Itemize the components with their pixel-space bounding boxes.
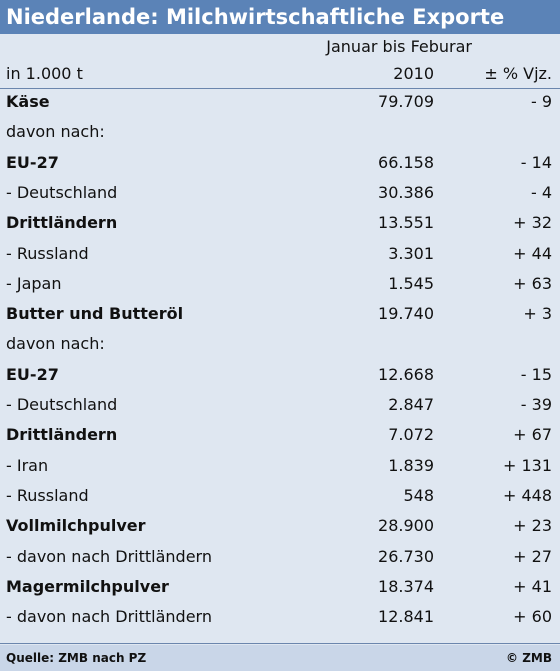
change-header: ± % Vjz. bbox=[484, 64, 552, 83]
source-note: Quelle: ZMB nach PZ bbox=[6, 651, 147, 665]
row-value-2010: 1.545 bbox=[388, 273, 434, 293]
row-change-percent: - 4 bbox=[530, 182, 552, 202]
table-header: Januar bis Feburar in 1.000 t 2010 ± % V… bbox=[0, 34, 560, 90]
row-value-2010: 1.839 bbox=[388, 455, 434, 475]
table-row: - Russland 3.301 + 44 bbox=[0, 241, 560, 267]
row-label: - davon nach Drittländern bbox=[6, 546, 212, 566]
row-label: davon nach: bbox=[6, 334, 105, 354]
row-label: EU-27 bbox=[6, 364, 59, 384]
table-row: davon nach: bbox=[0, 119, 560, 145]
row-label: - davon nach Drittländern bbox=[6, 607, 212, 627]
row-change-percent: - 15 bbox=[520, 364, 552, 384]
unit-header: in 1.000 t bbox=[6, 64, 83, 83]
row-label: - Japan bbox=[6, 273, 62, 293]
table-row: Vollmilchpulver 28.900 + 23 bbox=[0, 513, 560, 539]
row-label: EU-27 bbox=[6, 152, 59, 172]
row-value-2010: 548 bbox=[403, 485, 434, 505]
row-change-percent: + 44 bbox=[513, 243, 552, 263]
row-label: Drittländern bbox=[6, 213, 118, 233]
copyright-note: © ZMB bbox=[506, 651, 552, 665]
row-change-percent: + 448 bbox=[502, 485, 552, 505]
row-label: Drittländern bbox=[6, 425, 118, 445]
table-row: - Iran 1.839 + 131 bbox=[0, 453, 560, 479]
row-change-percent: + 67 bbox=[513, 425, 552, 445]
period-header: Januar bis Feburar bbox=[326, 37, 472, 56]
row-value-2010: 66.158 bbox=[378, 152, 434, 172]
table-row: Käse 79.709 - 9 bbox=[0, 89, 560, 115]
table-row: EU-27 12.668 - 15 bbox=[0, 362, 560, 388]
row-label: Vollmilchpulver bbox=[6, 516, 146, 536]
row-change-percent: - 39 bbox=[520, 395, 552, 414]
table-row: Drittländern 13.551 + 32 bbox=[0, 210, 560, 236]
row-label: Käse bbox=[6, 92, 50, 111]
row-value-2010: 30.386 bbox=[378, 182, 434, 202]
footer-divider bbox=[0, 643, 560, 644]
table-row: EU-27 66.158 - 14 bbox=[0, 150, 560, 176]
year-header: 2010 bbox=[393, 64, 434, 83]
table-row: - Deutschland 2.847 - 39 bbox=[0, 392, 560, 418]
row-value-2010: 13.551 bbox=[378, 213, 434, 233]
row-label: - Russland bbox=[6, 485, 89, 505]
row-value-2010: 12.668 bbox=[378, 364, 434, 384]
row-change-percent: + 32 bbox=[513, 213, 552, 233]
row-change-percent: + 63 bbox=[513, 273, 552, 293]
row-value-2010: 28.900 bbox=[378, 516, 434, 536]
row-change-percent: - 14 bbox=[520, 152, 552, 172]
row-change-percent: + 41 bbox=[513, 576, 552, 596]
row-label: - Iran bbox=[6, 455, 49, 475]
table-row: - davon nach Drittländern 12.841 + 60 bbox=[0, 604, 560, 630]
row-value-2010: 19.740 bbox=[378, 304, 434, 324]
row-change-percent: + 60 bbox=[513, 607, 552, 627]
row-value-2010: 18.374 bbox=[378, 576, 434, 596]
row-change-percent: + 23 bbox=[513, 516, 552, 536]
table-row: - Japan 1.545 + 63 bbox=[0, 271, 560, 297]
row-value-2010: 12.841 bbox=[378, 607, 434, 627]
table-row: davon nach: bbox=[0, 331, 560, 357]
row-value-2010: 26.730 bbox=[378, 546, 434, 566]
table-row: - Deutschland 30.386 - 4 bbox=[0, 180, 560, 206]
row-label: davon nach: bbox=[6, 122, 105, 142]
row-value-2010: 7.072 bbox=[388, 425, 434, 445]
table-row: Drittländern 7.072 + 67 bbox=[0, 422, 560, 448]
page-title: Niederlande: Milchwirtschaftliche Export… bbox=[0, 0, 560, 34]
row-value-2010: 79.709 bbox=[378, 92, 434, 111]
row-change-percent: + 3 bbox=[523, 304, 552, 324]
row-value-2010: 3.301 bbox=[388, 243, 434, 263]
table-row: - Russland 548 + 448 bbox=[0, 483, 560, 509]
row-label: - Deutschland bbox=[6, 395, 118, 414]
header-divider bbox=[0, 88, 560, 89]
row-change-percent: + 27 bbox=[513, 546, 552, 566]
row-label: Magermilchpulver bbox=[6, 576, 169, 596]
row-change-percent: + 131 bbox=[502, 455, 552, 475]
row-label: - Russland bbox=[6, 243, 89, 263]
table-row: - davon nach Drittländern 26.730 + 27 bbox=[0, 544, 560, 570]
footer: Quelle: ZMB nach PZ © ZMB bbox=[0, 645, 560, 671]
row-label: - Deutschland bbox=[6, 182, 118, 202]
row-change-percent: - 9 bbox=[530, 92, 552, 111]
table-row: Magermilchpulver 18.374 + 41 bbox=[0, 574, 560, 600]
row-label: Butter und Butteröl bbox=[6, 304, 184, 324]
table-row: Butter und Butteröl 19.740 + 3 bbox=[0, 301, 560, 327]
row-value-2010: 2.847 bbox=[388, 395, 434, 414]
